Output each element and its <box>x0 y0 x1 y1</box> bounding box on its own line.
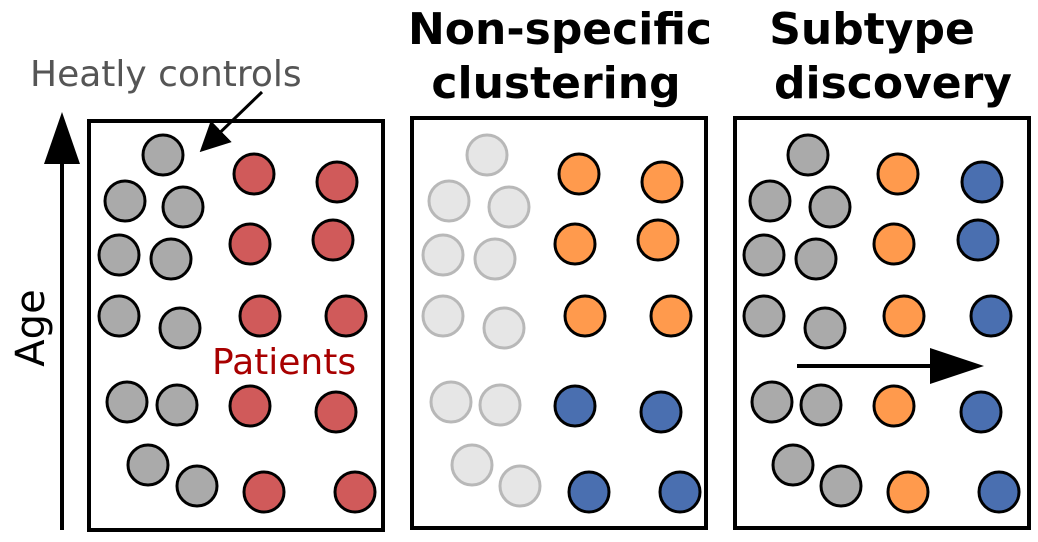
panel-title-non-specific-line2: clustering <box>431 58 680 109</box>
control-dot <box>799 383 843 427</box>
patients-label: Patients <box>212 342 356 383</box>
subtype-blue-dot <box>959 390 1003 434</box>
cluster-orange-dot <box>649 294 693 338</box>
panel-data-dots <box>97 133 377 514</box>
cluster-orange-dot <box>557 152 601 196</box>
control-dot <box>141 133 185 177</box>
control-dot <box>794 237 838 281</box>
subtype-blue-dot <box>969 294 1013 338</box>
patient-dot <box>232 152 276 196</box>
subtype-blue-dot <box>956 218 1000 262</box>
up-arrow-head <box>44 112 80 164</box>
cluster-blue-dot <box>553 384 597 428</box>
control-dot <box>750 380 794 424</box>
faded-control-dot <box>465 133 509 177</box>
patient-dot <box>238 294 282 338</box>
control-dot <box>771 443 815 487</box>
control-dot <box>105 380 149 424</box>
patient-dot <box>228 222 272 266</box>
cluster-orange-dot <box>640 160 684 204</box>
faded-control-dot <box>482 306 526 350</box>
control-dot <box>808 185 852 229</box>
faded-control-dot <box>429 380 473 424</box>
control-dot <box>97 294 141 338</box>
control-dot <box>161 185 205 229</box>
subtype-blue-dot <box>960 160 1004 204</box>
right-arrow-icon <box>797 348 984 384</box>
control-dot <box>803 306 847 350</box>
patient-dot <box>228 384 272 428</box>
panel-title-subtype-line2: discovery <box>774 58 1012 109</box>
panel-non-specific-dots <box>421 133 702 514</box>
control-dot <box>742 294 786 338</box>
control-dot <box>149 237 193 281</box>
patient-dot <box>314 390 358 434</box>
panel-title-non-specific-line1: Non-specific <box>408 4 712 55</box>
subtype-orange-dot <box>886 470 930 514</box>
axis-label: Age <box>8 289 54 366</box>
cluster-blue-dot <box>567 470 611 514</box>
patient-dot <box>311 218 355 262</box>
cluster-orange-dot <box>563 294 607 338</box>
patient-dot <box>315 160 359 204</box>
cluster-blue-dot <box>658 470 702 514</box>
panel-subtype-frame <box>733 116 1031 530</box>
control-dot <box>97 233 141 277</box>
cluster-blue-dot <box>639 390 683 434</box>
panel-non-specific-frame <box>410 116 708 530</box>
faded-control-dot <box>450 443 494 487</box>
control-dot <box>175 464 219 508</box>
subtype-orange-dot <box>872 222 916 266</box>
faded-control-dot <box>478 383 522 427</box>
subtype-orange-dot <box>882 294 926 338</box>
age-axis: Age <box>8 112 80 530</box>
faded-control-dot <box>421 233 465 277</box>
panel-title-subtype-line1: Subtype <box>769 4 975 55</box>
faded-control-dot <box>427 179 471 223</box>
patient-dot <box>333 470 377 514</box>
control-dot <box>103 179 147 223</box>
cluster-orange-dot <box>636 218 680 262</box>
faded-control-dot <box>487 185 531 229</box>
panel-data-frame <box>87 119 385 532</box>
faded-control-dot <box>421 294 465 338</box>
faded-control-dot <box>473 237 517 281</box>
cluster-orange-dot <box>553 222 597 266</box>
control-dot <box>742 233 786 277</box>
subtype-orange-dot <box>876 152 920 196</box>
healthy-controls-label: Heatly controls <box>30 54 302 95</box>
control-dot <box>748 179 792 223</box>
patient-dot <box>324 294 368 338</box>
control-dot <box>158 306 202 350</box>
faded-control-dot <box>498 464 542 508</box>
patient-dot <box>242 470 286 514</box>
control-dot <box>819 464 863 508</box>
control-dot <box>155 383 199 427</box>
pointer-arrow-icon <box>199 90 264 153</box>
panel-subtype-dots <box>742 133 1021 514</box>
subtype-blue-dot <box>977 470 1021 514</box>
subtype-orange-dot <box>872 384 916 428</box>
control-dot <box>786 133 830 177</box>
control-dot <box>126 443 170 487</box>
